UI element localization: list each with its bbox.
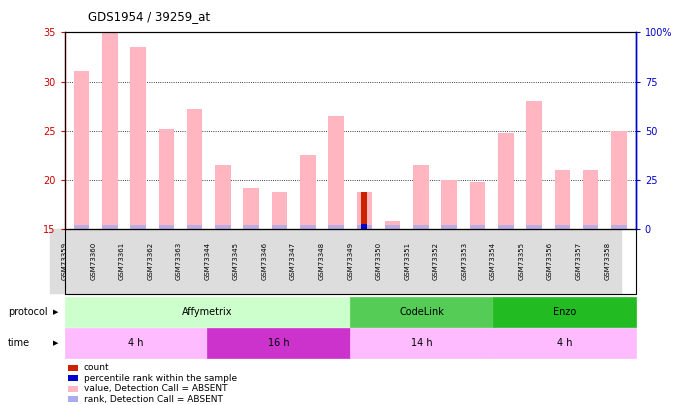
Bar [243, 188, 259, 229]
Text: GSM73357: GSM73357 [576, 242, 581, 280]
Text: count: count [84, 363, 109, 372]
Bar [187, 109, 203, 229]
Bar [498, 225, 513, 229]
Text: GSM73355: GSM73355 [519, 242, 524, 280]
Bar [526, 101, 542, 229]
Bar [583, 170, 598, 229]
Text: GSM73360: GSM73360 [90, 242, 96, 280]
Bar [300, 155, 316, 229]
Text: GSM73356: GSM73356 [547, 242, 553, 280]
Text: GSM73361: GSM73361 [119, 242, 124, 280]
Text: GSM73346: GSM73346 [262, 242, 267, 280]
Bar [385, 225, 401, 229]
Text: GSM73359: GSM73359 [62, 242, 67, 280]
Text: CodeLink: CodeLink [399, 307, 444, 317]
Text: GSM73363: GSM73363 [176, 242, 182, 280]
Bar [328, 116, 344, 229]
Text: Enzo: Enzo [553, 307, 576, 317]
Text: GSM73353: GSM73353 [462, 242, 467, 280]
Text: GDS1954 / 39259_at: GDS1954 / 39259_at [88, 10, 211, 23]
Text: 4 h: 4 h [129, 338, 143, 348]
Bar [74, 71, 89, 229]
Bar [413, 165, 428, 229]
Bar [102, 32, 118, 229]
Bar [131, 47, 146, 229]
Bar [526, 225, 542, 229]
Text: 4 h: 4 h [557, 338, 572, 348]
Bar [215, 225, 231, 229]
Bar [131, 225, 146, 229]
Bar [583, 225, 598, 229]
Text: GSM73352: GSM73352 [433, 242, 439, 280]
Bar [441, 225, 457, 229]
Text: ▶: ▶ [53, 309, 58, 315]
Bar [470, 225, 486, 229]
Bar [215, 165, 231, 229]
Text: GSM73351: GSM73351 [405, 242, 410, 280]
Bar [187, 225, 203, 229]
Text: percentile rank within the sample: percentile rank within the sample [84, 374, 237, 383]
Bar [102, 225, 118, 229]
Text: GSM73358: GSM73358 [605, 242, 610, 280]
Bar [611, 225, 626, 229]
Bar [385, 221, 401, 229]
Text: GSM73347: GSM73347 [290, 242, 296, 280]
Bar [356, 225, 372, 229]
Bar [413, 225, 428, 229]
Bar [158, 225, 174, 229]
Bar [554, 225, 570, 229]
Bar [498, 132, 513, 229]
Bar [356, 192, 372, 229]
Bar [611, 130, 626, 229]
Bar [328, 225, 344, 229]
Text: time: time [8, 338, 31, 348]
Text: GSM73362: GSM73362 [148, 242, 153, 280]
Text: 14 h: 14 h [411, 338, 432, 348]
Bar [441, 180, 457, 229]
Text: GSM73349: GSM73349 [347, 242, 353, 280]
Bar [300, 225, 316, 229]
Text: GSM73350: GSM73350 [376, 242, 381, 280]
Text: ▶: ▶ [53, 340, 58, 346]
Bar [74, 225, 89, 229]
Text: GSM73354: GSM73354 [490, 242, 496, 280]
Bar [272, 225, 287, 229]
Text: Affymetrix: Affymetrix [182, 307, 233, 317]
Bar [470, 182, 486, 229]
Text: GSM73344: GSM73344 [205, 242, 210, 280]
Bar [243, 225, 259, 229]
Bar [554, 170, 570, 229]
Text: GSM73345: GSM73345 [233, 242, 239, 280]
Bar [361, 192, 367, 229]
Text: rank, Detection Call = ABSENT: rank, Detection Call = ABSENT [84, 395, 222, 404]
Text: GSM73348: GSM73348 [319, 242, 324, 280]
Bar [272, 192, 287, 229]
Bar [361, 224, 367, 229]
Text: value, Detection Call = ABSENT: value, Detection Call = ABSENT [84, 384, 227, 393]
Text: 16 h: 16 h [268, 338, 290, 348]
Bar [158, 129, 174, 229]
Text: protocol: protocol [8, 307, 48, 317]
